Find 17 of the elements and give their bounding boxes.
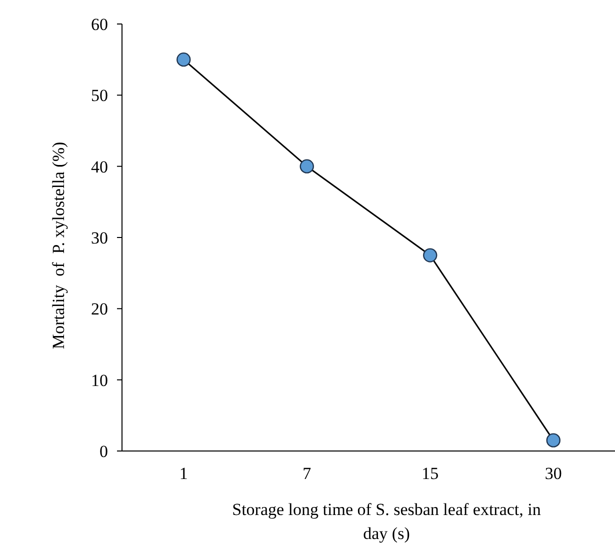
- y-tick-label: 10: [91, 370, 108, 390]
- point: [176, 52, 191, 67]
- y-tick-label: 40: [91, 157, 108, 176]
- y-tick-label: 50: [91, 86, 108, 106]
- y-tick-label: 60: [91, 14, 108, 34]
- x-tick-label: 30: [544, 464, 562, 483]
- y-tick-label: 30: [91, 228, 108, 248]
- x-tick-label: 1: [179, 464, 188, 483]
- point: [546, 433, 560, 448]
- point: [423, 248, 438, 262]
- y-tick-label: 20: [91, 300, 108, 319]
- y-tick-label: 0: [100, 442, 108, 461]
- x-tick-label: 7: [302, 464, 312, 483]
- point: [300, 159, 314, 174]
- x-axis-title: Storage long time of S. sesban leaf extract, in day (s): [232, 500, 542, 543]
- y-axis-title: Mortality of P. xylostella (%): [49, 142, 68, 350]
- x-tick-label: 15: [422, 464, 439, 483]
